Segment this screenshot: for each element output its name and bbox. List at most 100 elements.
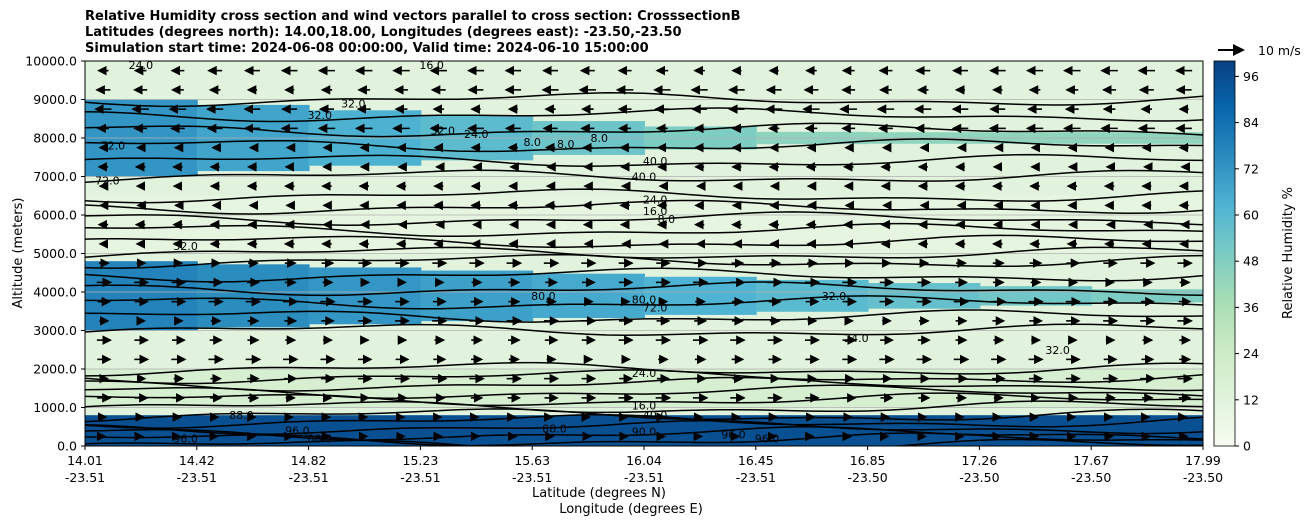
x-axis-label-lat: Latitude (degrees N) bbox=[532, 486, 666, 501]
colorbar-tick-label: 36 bbox=[1243, 300, 1259, 315]
y-axis: 0.0 1000.0 2000.0 3000.0 4000.0 5000.0 6000.0 7… bbox=[25, 54, 85, 454]
chart-title-line-2: Latitudes (degrees north): 14.00,18.00, … bbox=[85, 25, 682, 40]
contour-label: 88.0 bbox=[229, 409, 254, 422]
colorbar-tick-label: 60 bbox=[1243, 208, 1259, 223]
x-tick-label-lat: 17.26 bbox=[962, 453, 998, 468]
contour-label: 40.0 bbox=[643, 155, 668, 168]
x-tick-label-lon: -23.51 bbox=[288, 470, 328, 485]
y-tick-label: 3000.0 bbox=[33, 323, 77, 338]
x-tick-label-lon: -23.51 bbox=[736, 470, 776, 485]
x-tick-label-lon: -23.50 bbox=[847, 470, 887, 485]
x-tick-label-lat: 16.45 bbox=[738, 453, 774, 468]
contour-line bbox=[85, 400, 1203, 414]
contour-line bbox=[85, 438, 1203, 446]
chart-title-line-3: Simulation start time: 2024-06-08 00:00:… bbox=[85, 41, 649, 56]
contour-line bbox=[85, 281, 1203, 297]
contour-label: 32.0 bbox=[341, 97, 366, 110]
contour-line bbox=[85, 122, 1203, 138]
contour-label: 32.0 bbox=[308, 109, 333, 122]
contour-line bbox=[85, 169, 1203, 183]
contour-line bbox=[85, 392, 1203, 407]
contour-label: 24.0 bbox=[643, 194, 668, 207]
contour-label: 80.0 bbox=[632, 294, 657, 307]
chart-title-line-1: Relative Humidity cross section and wind… bbox=[85, 9, 741, 24]
colorbar-ticks: 0 12 24 36 48 60 72 84 96 bbox=[1235, 69, 1259, 454]
contour-label: 8.0 bbox=[557, 138, 575, 151]
contour-label: 40.0 bbox=[632, 171, 657, 184]
x-tick-label-lat: 16.04 bbox=[626, 453, 662, 468]
y-tick-label: 4000.0 bbox=[33, 285, 77, 300]
colorbar-tick-label: 48 bbox=[1243, 254, 1259, 269]
y-tick-label: 0.0 bbox=[57, 439, 77, 454]
colorbar-label: Relative Humidity % bbox=[1281, 187, 1296, 319]
contour-label: 96.0 bbox=[755, 432, 780, 445]
contour-line bbox=[85, 138, 1203, 153]
y-axis-label: Altitude (meters) bbox=[11, 198, 26, 309]
y-tick-label: 7000.0 bbox=[33, 169, 77, 184]
contour-line bbox=[85, 246, 1203, 259]
x-tick-label-lat: 14.82 bbox=[291, 453, 327, 468]
contour-label: 16.0 bbox=[419, 59, 444, 72]
x-tick-label-lon: -23.51 bbox=[400, 470, 440, 485]
contour-label: 24.0 bbox=[464, 128, 489, 141]
contour-label: 80.0 bbox=[531, 290, 556, 303]
contour-line bbox=[85, 376, 1203, 392]
y-tick-label: 8000.0 bbox=[33, 131, 77, 146]
contour-line bbox=[85, 309, 1203, 323]
contour-line bbox=[85, 188, 1203, 204]
x-tick-label-lon: -23.51 bbox=[65, 470, 105, 485]
colorbar-tick-label: 96 bbox=[1243, 69, 1259, 84]
colorbar-tick-label: 24 bbox=[1243, 346, 1259, 361]
contour-line bbox=[85, 211, 1203, 226]
y-tick-label: 9000.0 bbox=[33, 92, 77, 107]
contour-line bbox=[85, 234, 1203, 248]
contour-label: 88.0 bbox=[308, 432, 333, 445]
y-tick-label: 10000.0 bbox=[25, 54, 77, 69]
quiver-key-label: 10 m/s bbox=[1258, 43, 1301, 58]
x-tick-label-lon: -23.51 bbox=[512, 470, 552, 485]
field-cell bbox=[1091, 415, 1203, 446]
contour-line bbox=[85, 222, 1203, 238]
wind-vectors bbox=[94, 65, 1193, 442]
contour-labels: 24.0 16.072.072.032.032.032.0 24.08.0 8.0 8.… bbox=[95, 59, 1070, 445]
contour-line bbox=[85, 295, 1203, 310]
contour-label: 32.0 bbox=[173, 240, 198, 253]
contour-label: 32.0 bbox=[431, 124, 456, 137]
contour-line bbox=[85, 199, 1203, 215]
contour-label: 32.0 bbox=[1045, 344, 1070, 357]
contour-label: 96.0 bbox=[173, 432, 198, 445]
contour-label: 24.0 bbox=[844, 332, 869, 345]
contour-line bbox=[85, 253, 1203, 269]
contour-label: 72.0 bbox=[101, 140, 126, 153]
x-tick-label-lon: -23.51 bbox=[177, 470, 217, 485]
x-tick-label-lat: 15.63 bbox=[514, 453, 550, 468]
x-tick-label-lat: 16.85 bbox=[850, 453, 886, 468]
contour-line bbox=[85, 323, 1203, 336]
contour-label: 32.0 bbox=[822, 290, 847, 303]
colorbar-tick-label: 12 bbox=[1243, 392, 1259, 407]
colorbar-tick-label: 0 bbox=[1243, 439, 1251, 454]
contour-line bbox=[85, 92, 1203, 108]
contour-line bbox=[85, 419, 1203, 435]
x-axis-label-lon: Longitude (degrees E) bbox=[559, 502, 703, 517]
y-tick-label: 6000.0 bbox=[33, 208, 77, 223]
field-cell bbox=[420, 270, 534, 322]
contour-line bbox=[85, 361, 1203, 377]
contour-label: 24.0 bbox=[129, 59, 154, 72]
colorbar bbox=[1213, 60, 1236, 447]
colorbar-tick-label: 84 bbox=[1243, 115, 1259, 130]
contour-label: 16.0 bbox=[632, 400, 657, 413]
contour-label: 24.0 bbox=[632, 367, 657, 380]
contour-line bbox=[85, 369, 1203, 385]
contour-label: 90.0 bbox=[632, 425, 657, 438]
x-tick-label-lat: 17.67 bbox=[1073, 453, 1109, 468]
colorbar-tick-label: 72 bbox=[1243, 161, 1259, 176]
y-tick-label: 1000.0 bbox=[33, 400, 77, 415]
contour-label: 40.0 bbox=[643, 409, 668, 422]
contour-line bbox=[85, 107, 1203, 123]
x-tick-label-lat: 14.01 bbox=[67, 453, 103, 468]
contour-label: 96.0 bbox=[721, 428, 746, 441]
contour-line bbox=[85, 413, 1203, 429]
humidity-contours bbox=[85, 92, 1203, 446]
